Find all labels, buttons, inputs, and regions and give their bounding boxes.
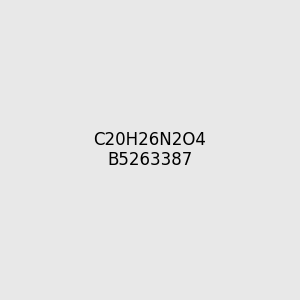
Text: C20H26N2O4
B5263387: C20H26N2O4 B5263387 [94,130,206,170]
